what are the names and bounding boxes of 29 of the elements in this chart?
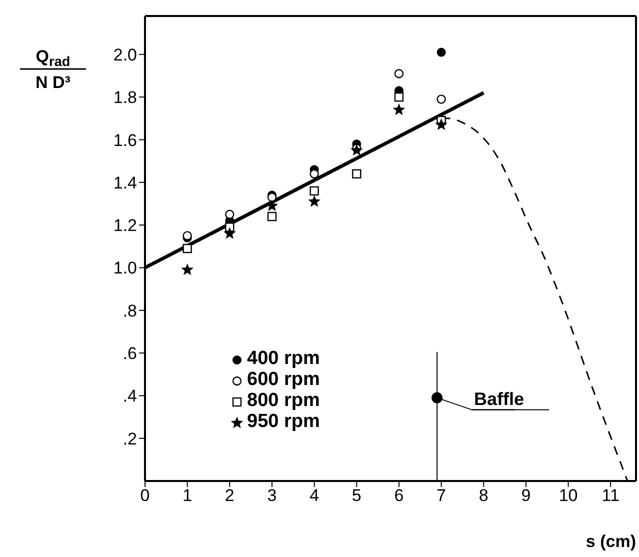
legend-label: 400 rpm bbox=[247, 348, 320, 369]
x-tick-label: 8 bbox=[478, 486, 488, 506]
y-tick-label: 2.0 bbox=[113, 45, 137, 64]
y-tick-label: 1.6 bbox=[113, 130, 137, 150]
y-tick-label: 1.8 bbox=[113, 88, 137, 108]
x-tick-label: 1 bbox=[182, 486, 192, 506]
x-tick-label: 2 bbox=[224, 486, 234, 506]
y-tick-label: .4 bbox=[122, 386, 137, 406]
x-tick-label: 4 bbox=[310, 486, 320, 506]
annotation: Baffle bbox=[474, 388, 524, 409]
legend-label: 600 rpm bbox=[247, 369, 320, 390]
y-tick-label: .8 bbox=[122, 301, 137, 320]
legend-label: 800 rpm bbox=[247, 390, 320, 411]
x-axis-title: s (cm) bbox=[586, 532, 636, 551]
x-tick-label: 3 bbox=[267, 486, 277, 506]
x-tick-label: 10 bbox=[558, 486, 578, 506]
x-tick-label: 5 bbox=[352, 486, 362, 506]
y-tick-label: .6 bbox=[122, 344, 137, 364]
x-tick-label: 7 bbox=[436, 486, 446, 506]
x-tick-label: 6 bbox=[394, 486, 404, 506]
y-tick-label: 1.2 bbox=[113, 216, 137, 236]
y-tick-label: 1.0 bbox=[113, 258, 137, 278]
y-axis-title: Q$_{rad}$ N D³ bbox=[36, 47, 71, 92]
x-tick-label: 0 bbox=[140, 486, 150, 506]
y-tick-label: .2 bbox=[122, 429, 137, 448]
x-tick-label: 11 bbox=[602, 486, 620, 506]
y-tick-label: 1.4 bbox=[113, 173, 137, 192]
x-tick-label: 9 bbox=[521, 486, 531, 506]
legend-label: 950 rpm bbox=[247, 411, 320, 432]
